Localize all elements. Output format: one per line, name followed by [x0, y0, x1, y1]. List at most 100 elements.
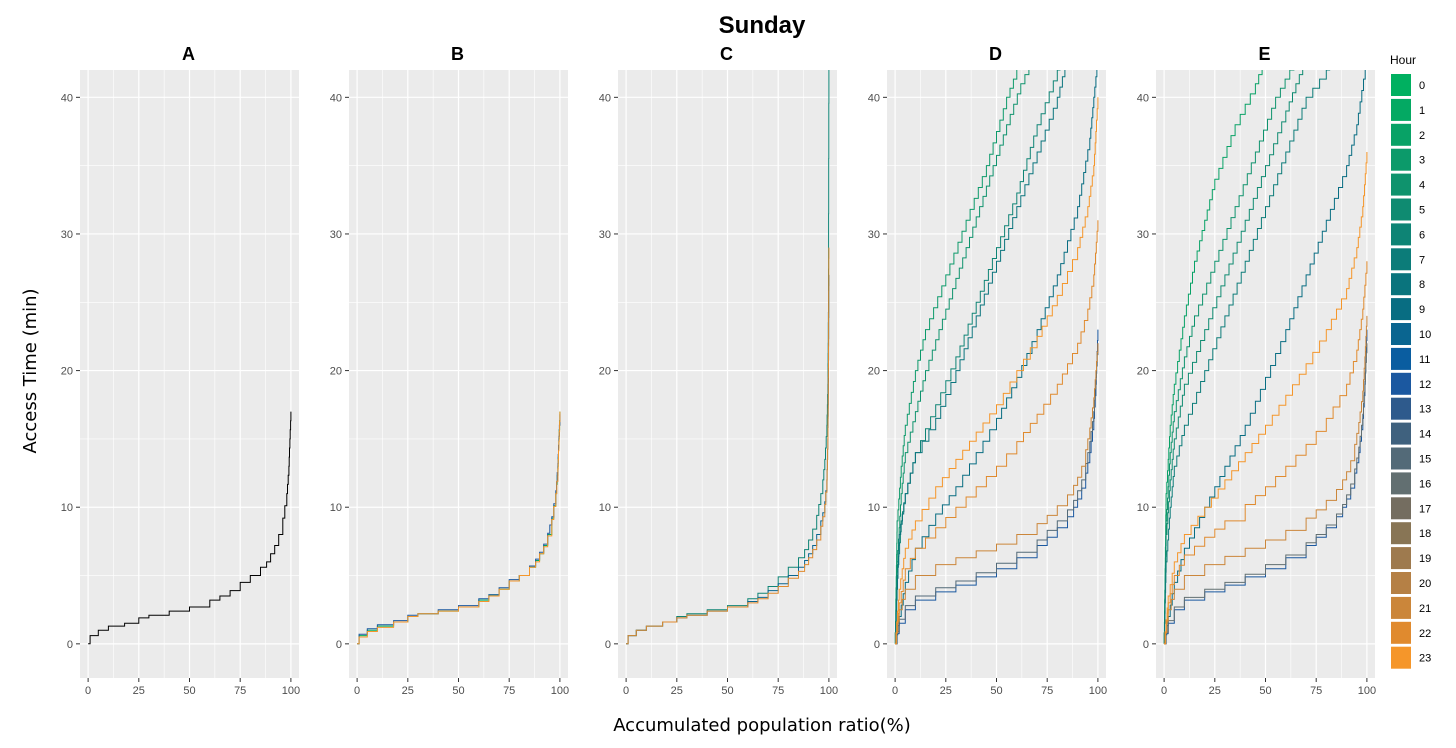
- x-tick-label: 25: [671, 685, 683, 697]
- series-line-hour-21: [1164, 315, 1368, 645]
- facet-title-c: C: [720, 44, 733, 64]
- x-tick-label: 50: [183, 685, 195, 697]
- y-tick-label: 40: [61, 92, 73, 104]
- x-tick-label: 75: [234, 685, 246, 697]
- series-line-hour-7: [1163, 70, 1331, 645]
- facet-title-d: D: [989, 44, 1002, 64]
- x-tick-label: 75: [1041, 685, 1053, 697]
- legend-label-4: 4: [1419, 180, 1425, 192]
- y-tick-label: 0: [1143, 639, 1149, 651]
- y-tick-label: 10: [1137, 502, 1149, 514]
- y-tick-label: 0: [874, 639, 880, 651]
- legend-label-21: 21: [1419, 603, 1431, 615]
- y-tick-label: 30: [868, 229, 880, 241]
- x-tick-label: 25: [133, 685, 145, 697]
- series-line-hour-6: [894, 70, 1061, 645]
- legend-label-16: 16: [1419, 478, 1431, 490]
- series-line-hour-5: [1163, 70, 1304, 645]
- legend-key-11: [1391, 347, 1411, 370]
- x-tick-label: 0: [85, 685, 91, 697]
- x-tick-label: 25: [940, 685, 952, 697]
- x-tick-label: 25: [402, 685, 414, 697]
- legend-label-8: 8: [1419, 279, 1425, 291]
- legend-key-21: [1391, 596, 1411, 619]
- series-line-hour-8: [895, 70, 1066, 645]
- facet-title-e: E: [1258, 44, 1270, 64]
- y-tick-label: 30: [61, 229, 73, 241]
- legend-key-7: [1391, 248, 1411, 271]
- y-tick-label: 0: [605, 639, 611, 651]
- panel-e: 0 10 20 30 40 0 25 50 75 100 E: [1137, 44, 1376, 697]
- legend-key-23: [1391, 646, 1411, 669]
- y-tick-label: 10: [61, 502, 73, 514]
- series-line-hour-22: [626, 247, 830, 645]
- legend-key-19: [1391, 547, 1411, 570]
- y-tick-label: 30: [1137, 229, 1149, 241]
- legend-label-19: 19: [1419, 553, 1431, 565]
- legend-key-20: [1391, 572, 1411, 594]
- legend-label-17: 17: [1419, 503, 1431, 515]
- legend-key-22: [1391, 621, 1411, 644]
- legend-label-2: 2: [1419, 130, 1425, 142]
- facet-title-a: A: [182, 44, 195, 64]
- legend-label-13: 13: [1419, 404, 1431, 416]
- x-tick-label: 0: [354, 685, 360, 697]
- y-tick-label: 0: [67, 639, 73, 651]
- panel-c: 0 10 20 30 40 0 25 50 75 100 C: [599, 44, 838, 697]
- legend-key-6: [1391, 223, 1411, 246]
- x-tick-label: 75: [503, 685, 515, 697]
- legend-key-0: [1391, 74, 1411, 96]
- legend-key-10: [1391, 323, 1411, 345]
- legend-key-15: [1391, 447, 1411, 470]
- y-tick-label: 10: [599, 502, 611, 514]
- x-tick-label: 0: [892, 685, 898, 697]
- legend-label-12: 12: [1419, 379, 1431, 391]
- series-line-hour-0: [88, 411, 292, 645]
- legend-key-8: [1391, 273, 1411, 296]
- x-tick-label: 100: [551, 685, 569, 697]
- series-group: [357, 411, 561, 645]
- series-group: [894, 70, 1099, 645]
- series-group: [88, 411, 292, 645]
- legend-label-14: 14: [1419, 429, 1431, 441]
- legend-label-6: 6: [1419, 229, 1425, 241]
- series-line-hour-16: [1164, 343, 1368, 645]
- series-group: [626, 70, 830, 645]
- series-line-hour-23: [1164, 152, 1368, 645]
- legend-label-5: 5: [1419, 205, 1425, 217]
- chart-title: Sunday: [719, 12, 806, 39]
- panel-a: 0 10 20 30 40 0 25 50 75 100 A: [61, 44, 300, 697]
- x-tick-label: 0: [623, 685, 629, 697]
- y-tick-label: 40: [330, 92, 342, 104]
- legend-key-2: [1391, 123, 1411, 146]
- legend-label-0: 0: [1419, 80, 1425, 92]
- legend-key-9: [1391, 298, 1411, 321]
- legend-label-3: 3: [1419, 155, 1425, 167]
- y-axis-title: Access Time (min): [20, 288, 41, 453]
- legend-label-10: 10: [1419, 329, 1431, 341]
- y-tick-label: 0: [336, 639, 342, 651]
- x-tick-label: 50: [1259, 685, 1271, 697]
- y-tick-label: 20: [330, 366, 342, 378]
- x-tick-label: 50: [452, 685, 464, 697]
- x-tick-label: 100: [820, 685, 838, 697]
- series-line-hour-22: [895, 220, 1099, 645]
- x-tick-label: 25: [1209, 685, 1221, 697]
- series-line-hour-3: [894, 70, 1018, 645]
- legend-key-16: [1391, 472, 1411, 495]
- x-tick-label: 75: [772, 685, 784, 697]
- legend-key-3: [1391, 148, 1411, 171]
- legend-label-1: 1: [1419, 105, 1425, 117]
- legend-label-20: 20: [1419, 578, 1431, 590]
- y-tick-label: 10: [868, 502, 880, 514]
- x-tick-label: 100: [1089, 685, 1107, 697]
- x-tick-label: 75: [1310, 685, 1322, 697]
- legend-label-9: 9: [1419, 304, 1425, 316]
- panel-b: 0 10 20 30 40 0 25 50 75 100 B: [330, 44, 569, 697]
- legend-key-5: [1391, 198, 1411, 221]
- legend-key-14: [1391, 422, 1411, 445]
- legend-key-17: [1391, 497, 1411, 520]
